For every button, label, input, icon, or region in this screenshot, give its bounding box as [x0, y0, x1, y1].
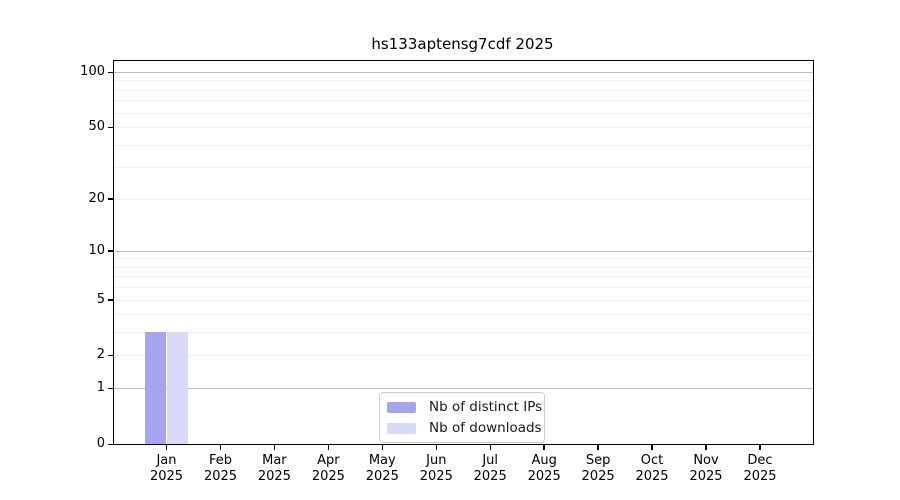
minor-gridline-8 [114, 266, 813, 268]
x-tick-jul-2025 [489, 445, 491, 450]
x-tick-label-jan-2025: Jan 2025 [150, 453, 183, 485]
y-tick-label-20: 20 [88, 190, 105, 206]
month-label: Apr [317, 453, 340, 468]
x-tick-sep-2025 [597, 445, 599, 450]
y-tick-0 [108, 443, 113, 445]
legend-label-nb-of-distinct-ips: Nb of distinct IPs [429, 399, 543, 415]
y-tick-label-1: 1 [96, 380, 105, 396]
major-gridline-1 [114, 388, 813, 390]
year-label: 2025 [365, 469, 399, 484]
month-label: Aug [531, 453, 557, 468]
x-tick-aug-2025 [543, 445, 545, 450]
x-tick-jan-2025 [165, 445, 168, 450]
x-tick-label-feb-2025: Feb 2025 [204, 453, 237, 485]
bar-nb-of-distinct-ips-jan-2025 [144, 332, 167, 444]
year-label: 2025 [311, 469, 345, 484]
x-tick-label-mar-2025: Mar 2025 [258, 453, 291, 485]
x-tick-dec-2025 [759, 445, 761, 450]
major-gridline-100 [114, 72, 813, 73]
minor-gridline-2 [114, 355, 813, 357]
x-tick-label-sep-2025: Sep 2025 [582, 453, 615, 485]
minor-gridline-40 [114, 144, 813, 146]
year-label: 2025 [743, 469, 777, 484]
year-label: 2025 [635, 469, 669, 484]
legend-swatch-nb-of-downloads [387, 422, 416, 434]
minor-gridline-7 [114, 276, 813, 278]
x-tick-label-may-2025: May 2025 [366, 453, 399, 485]
legend-swatch-nb-of-distinct-ips [387, 401, 416, 413]
y-tick-label-10: 10 [88, 242, 105, 258]
x-tick-feb-2025 [219, 445, 222, 450]
month-label: Oct [640, 453, 664, 468]
x-tick-may-2025 [381, 445, 384, 450]
minor-gridline-4 [114, 314, 813, 316]
month-label: Dec [747, 453, 773, 468]
minor-gridline-50 [114, 127, 813, 129]
minor-gridline-3 [114, 332, 813, 334]
y-tick-label-2: 2 [96, 347, 105, 363]
month-label: Jun [426, 453, 447, 468]
y-tick-100 [108, 71, 113, 73]
year-label: 2025 [203, 469, 238, 484]
month-label: Nov [693, 453, 719, 468]
minor-gridline-9 [114, 258, 813, 260]
minor-gridline-90 [114, 80, 813, 82]
y-tick-label-5: 5 [96, 291, 105, 307]
minor-gridline-70 [114, 100, 813, 102]
x-tick-apr-2025 [327, 445, 330, 450]
month-label: Jan [156, 453, 177, 468]
year-label: 2025 [689, 469, 723, 484]
y-tick-50 [108, 126, 113, 129]
year-label: 2025 [419, 469, 453, 484]
month-label: May [368, 453, 396, 468]
year-label: 2025 [527, 469, 561, 484]
legend-row-nb-of-downloads: Nb of downloads [387, 420, 542, 436]
major-gridline-10 [114, 250, 813, 252]
legend: Nb of distinct IPs Nb of downloads [379, 392, 545, 443]
x-tick-label-oct-2025: Oct 2025 [635, 453, 668, 485]
y-tick-20 [108, 198, 113, 200]
x-tick-label-aug-2025: Aug 2025 [528, 453, 561, 485]
minor-gridline-6 [114, 287, 813, 289]
y-tick-label-100: 100 [80, 64, 105, 80]
year-label: 2025 [473, 469, 507, 484]
x-tick-mar-2025 [273, 445, 276, 450]
legend-row-nb-of-distinct-ips: Nb of distinct IPs [387, 399, 542, 415]
year-label: 2025 [581, 469, 615, 484]
legend-label-nb-of-downloads: Nb of downloads [429, 420, 542, 436]
minor-gridline-5 [114, 299, 813, 301]
x-tick-label-dec-2025: Dec 2025 [743, 453, 776, 485]
x-tick-oct-2025 [651, 445, 653, 450]
x-tick-label-nov-2025: Nov 2025 [689, 453, 722, 485]
y-tick-10 [108, 250, 113, 252]
y-tick-2 [108, 354, 113, 357]
month-label: Jul [482, 453, 499, 468]
x-tick-label-jun-2025: Jun 2025 [420, 453, 453, 485]
bar-nb-of-downloads-jan-2025 [166, 332, 189, 444]
x-tick-nov-2025 [705, 445, 707, 450]
minor-gridline-60 [114, 112, 813, 114]
minor-gridline-20 [114, 198, 813, 200]
x-tick-label-apr-2025: Apr 2025 [312, 453, 345, 485]
year-label: 2025 [257, 469, 291, 484]
y-tick-label-0: 0 [96, 436, 105, 452]
month-label: Feb [208, 453, 233, 468]
month-label: Mar [262, 453, 287, 468]
minor-gridline-30 [114, 167, 813, 169]
x-tick-label-jul-2025: Jul 2025 [474, 453, 507, 485]
y-tick-1 [108, 387, 113, 390]
x-tick-jun-2025 [435, 445, 437, 450]
plot-area: Nb of distinct IPs Nb of downloads 100 50 2… [80, 60, 814, 484]
month-label: Sep [585, 453, 611, 468]
y-tick-label-50: 50 [88, 119, 105, 135]
minor-gridline-80 [114, 89, 813, 91]
chart-title: hs133aptensg7cdf 2025 [371, 35, 554, 53]
y-tick-5 [108, 299, 113, 301]
year-label: 2025 [149, 469, 184, 484]
